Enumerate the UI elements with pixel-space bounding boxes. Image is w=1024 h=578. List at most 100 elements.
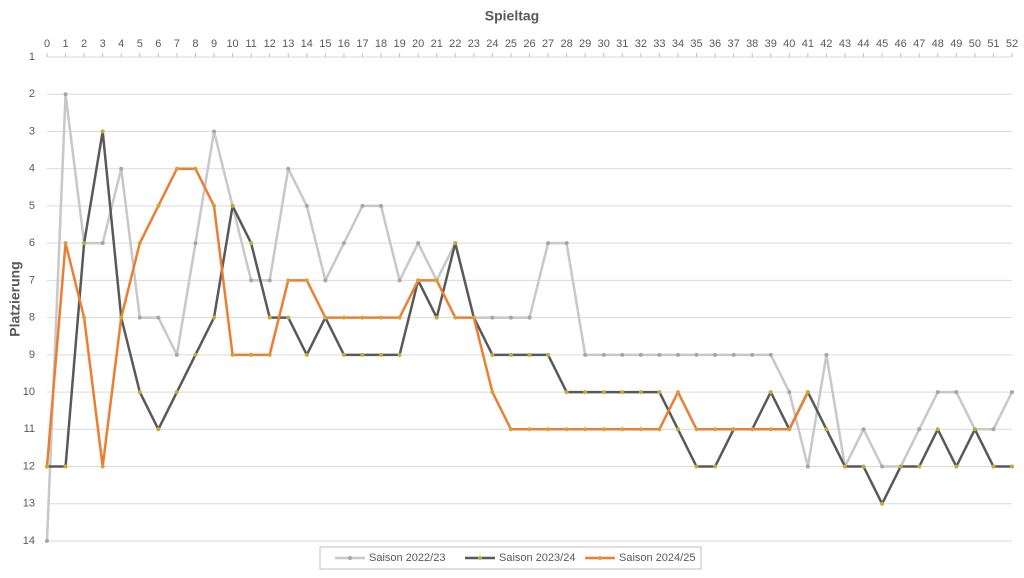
point <box>45 539 49 543</box>
point <box>546 352 551 357</box>
point <box>267 352 272 357</box>
point <box>434 278 439 283</box>
x-tick-label: 12 <box>264 38 276 50</box>
x-tick-label: 32 <box>635 38 647 50</box>
point <box>249 278 254 283</box>
point <box>620 390 625 395</box>
point <box>249 241 254 246</box>
point <box>805 464 810 469</box>
x-tick-label: 23 <box>468 38 480 50</box>
x-tick-label: 8 <box>192 38 198 50</box>
x-tick-label: 36 <box>709 38 721 50</box>
point <box>286 278 291 283</box>
x-tick-label: 47 <box>913 38 925 50</box>
point <box>174 352 179 357</box>
point <box>137 390 142 395</box>
point <box>564 241 569 246</box>
series-line <box>45 167 809 468</box>
y-tick-label: 2 <box>29 88 35 100</box>
x-tick-label: 21 <box>431 38 443 50</box>
x-tick-label: 42 <box>820 38 832 50</box>
point <box>453 315 458 320</box>
point <box>230 352 235 357</box>
x-tick-label: 6 <box>155 38 161 50</box>
point <box>341 241 346 246</box>
y-tick-label: 5 <box>29 200 35 212</box>
x-tick-label: 4 <box>118 38 124 50</box>
x-tick-label: 46 <box>895 38 907 50</box>
y-tick-label: 9 <box>29 349 35 361</box>
x-tick-label: 29 <box>579 38 591 50</box>
point <box>917 464 922 469</box>
point <box>750 427 755 432</box>
point <box>100 241 105 246</box>
point <box>212 203 217 208</box>
point <box>694 427 699 432</box>
x-tick-label: 26 <box>523 38 535 50</box>
x-tick-label: 20 <box>412 38 424 50</box>
point <box>490 315 495 320</box>
point <box>397 352 402 357</box>
point <box>601 352 606 357</box>
x-tick-label: 38 <box>746 38 758 50</box>
x-tick-label: 24 <box>486 38 498 50</box>
point <box>601 390 606 395</box>
x-tick-label: 37 <box>728 38 740 50</box>
chart-title: Spieltag <box>485 8 539 24</box>
point <box>768 427 773 432</box>
point <box>508 352 513 357</box>
x-tick-label: 10 <box>226 38 238 50</box>
point <box>675 352 680 357</box>
x-tick-label: 7 <box>174 38 180 50</box>
point <box>174 390 179 395</box>
point <box>954 390 959 395</box>
point <box>750 352 755 357</box>
point <box>713 352 718 357</box>
point <box>453 241 458 246</box>
point <box>657 390 662 395</box>
point <box>768 352 773 357</box>
point <box>360 203 365 208</box>
point <box>137 315 142 320</box>
point <box>379 203 384 208</box>
point <box>694 352 699 357</box>
point <box>546 241 551 246</box>
point <box>713 464 718 469</box>
point <box>100 464 105 469</box>
point <box>434 315 439 320</box>
point <box>527 427 532 432</box>
point <box>323 278 328 283</box>
point <box>100 129 105 134</box>
y-tick-label: 13 <box>23 498 35 510</box>
point <box>620 427 625 432</box>
point <box>156 315 161 320</box>
point <box>379 315 384 320</box>
point <box>323 315 328 320</box>
point <box>212 315 217 320</box>
point <box>416 241 421 246</box>
y-tick-label: 7 <box>29 274 35 286</box>
point <box>638 427 643 432</box>
point <box>768 390 773 395</box>
point <box>935 390 940 395</box>
point <box>583 352 588 357</box>
x-tick-label: 50 <box>969 38 981 50</box>
x-tick-label: 27 <box>542 38 554 50</box>
point <box>397 315 402 320</box>
point <box>416 278 421 283</box>
point <box>156 427 161 432</box>
point <box>861 427 866 432</box>
point <box>341 352 346 357</box>
point <box>694 464 699 469</box>
point <box>286 166 291 171</box>
point <box>620 352 625 357</box>
y-tick-label: 10 <box>23 386 35 398</box>
point <box>63 241 68 246</box>
point <box>471 315 476 320</box>
legend-marker <box>598 556 602 560</box>
x-tick-label: 19 <box>393 38 405 50</box>
x-tick-label: 35 <box>690 38 702 50</box>
point <box>193 352 198 357</box>
legend-box <box>319 546 702 570</box>
